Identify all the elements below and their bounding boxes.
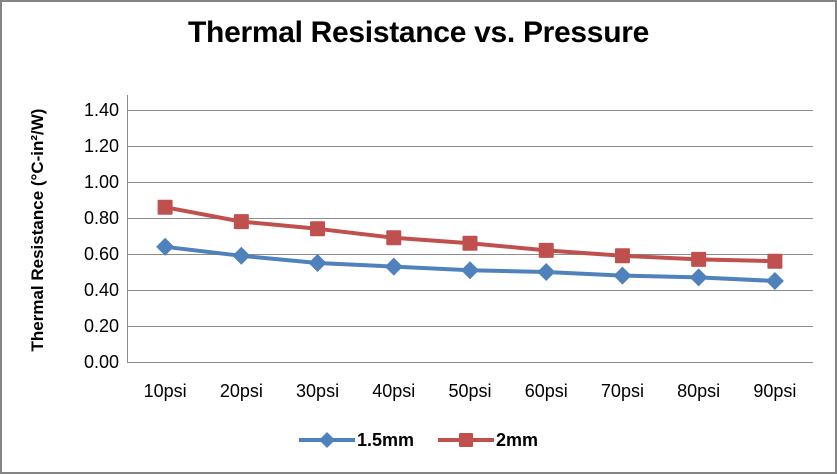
marker-diamond-icon <box>765 272 784 290</box>
y-tick-label: 0.40 <box>83 280 119 300</box>
x-axis-label: 70psi <box>600 381 644 401</box>
y-tick-label: 0.00 <box>83 352 119 372</box>
x-axis-label: 10psi <box>143 381 187 401</box>
marker-square-icon <box>614 248 630 264</box>
y-tick-label: 1.40 <box>83 100 119 120</box>
x-axis-label: 40psi <box>372 381 416 401</box>
legend-marker-diamond-icon <box>298 432 355 448</box>
y-tick-label: 0.20 <box>83 316 119 336</box>
marker-diamond-icon <box>613 266 632 285</box>
chart-title: Thermal Resistance vs. Pressure <box>188 16 649 49</box>
x-axis-label: 30psi <box>296 381 340 401</box>
y-tick-label: 0.80 <box>83 208 119 228</box>
y-tick-label: 0.60 <box>83 244 119 264</box>
x-axis-label: 50psi <box>448 381 492 401</box>
series-line-2mm <box>163 205 777 264</box>
marker-diamond-icon <box>461 261 479 280</box>
legend-item: 1.5mm <box>298 430 414 450</box>
marker-diamond-icon <box>537 263 556 281</box>
legend-diamond-icon <box>318 432 335 448</box>
x-axis-label: 60psi <box>524 381 568 401</box>
marker-diamond-icon <box>689 268 708 287</box>
marker-diamond-icon <box>308 254 327 272</box>
marker-square-icon <box>538 242 554 258</box>
legend-item: 2mm <box>438 430 538 450</box>
marker-square-icon <box>386 230 402 246</box>
legend: 1.5mm 2mm <box>0 429 837 451</box>
marker-square-icon <box>691 251 707 267</box>
x-axis-label: 90psi <box>753 381 797 401</box>
legend-square-icon <box>459 433 473 447</box>
marker-square-icon <box>767 253 783 269</box>
marker-diamond-icon <box>384 257 403 276</box>
marker-diamond-icon <box>156 237 175 256</box>
marker-diamond-icon <box>232 246 251 265</box>
legend-label: 1.5mm <box>356 430 414 450</box>
x-axis-label: 20psi <box>219 381 263 401</box>
marker-square-icon <box>462 235 478 251</box>
y-tick-label: 1.00 <box>83 172 119 192</box>
y-tick-label: 1.20 <box>83 136 119 156</box>
legend-marker-square-icon <box>438 433 494 447</box>
x-axis-label: 80psi <box>677 381 721 401</box>
legend-label: 2mm <box>496 430 539 450</box>
marker-square-icon <box>310 221 326 237</box>
marker-square-icon <box>233 214 249 230</box>
marker-square-icon <box>157 199 173 215</box>
